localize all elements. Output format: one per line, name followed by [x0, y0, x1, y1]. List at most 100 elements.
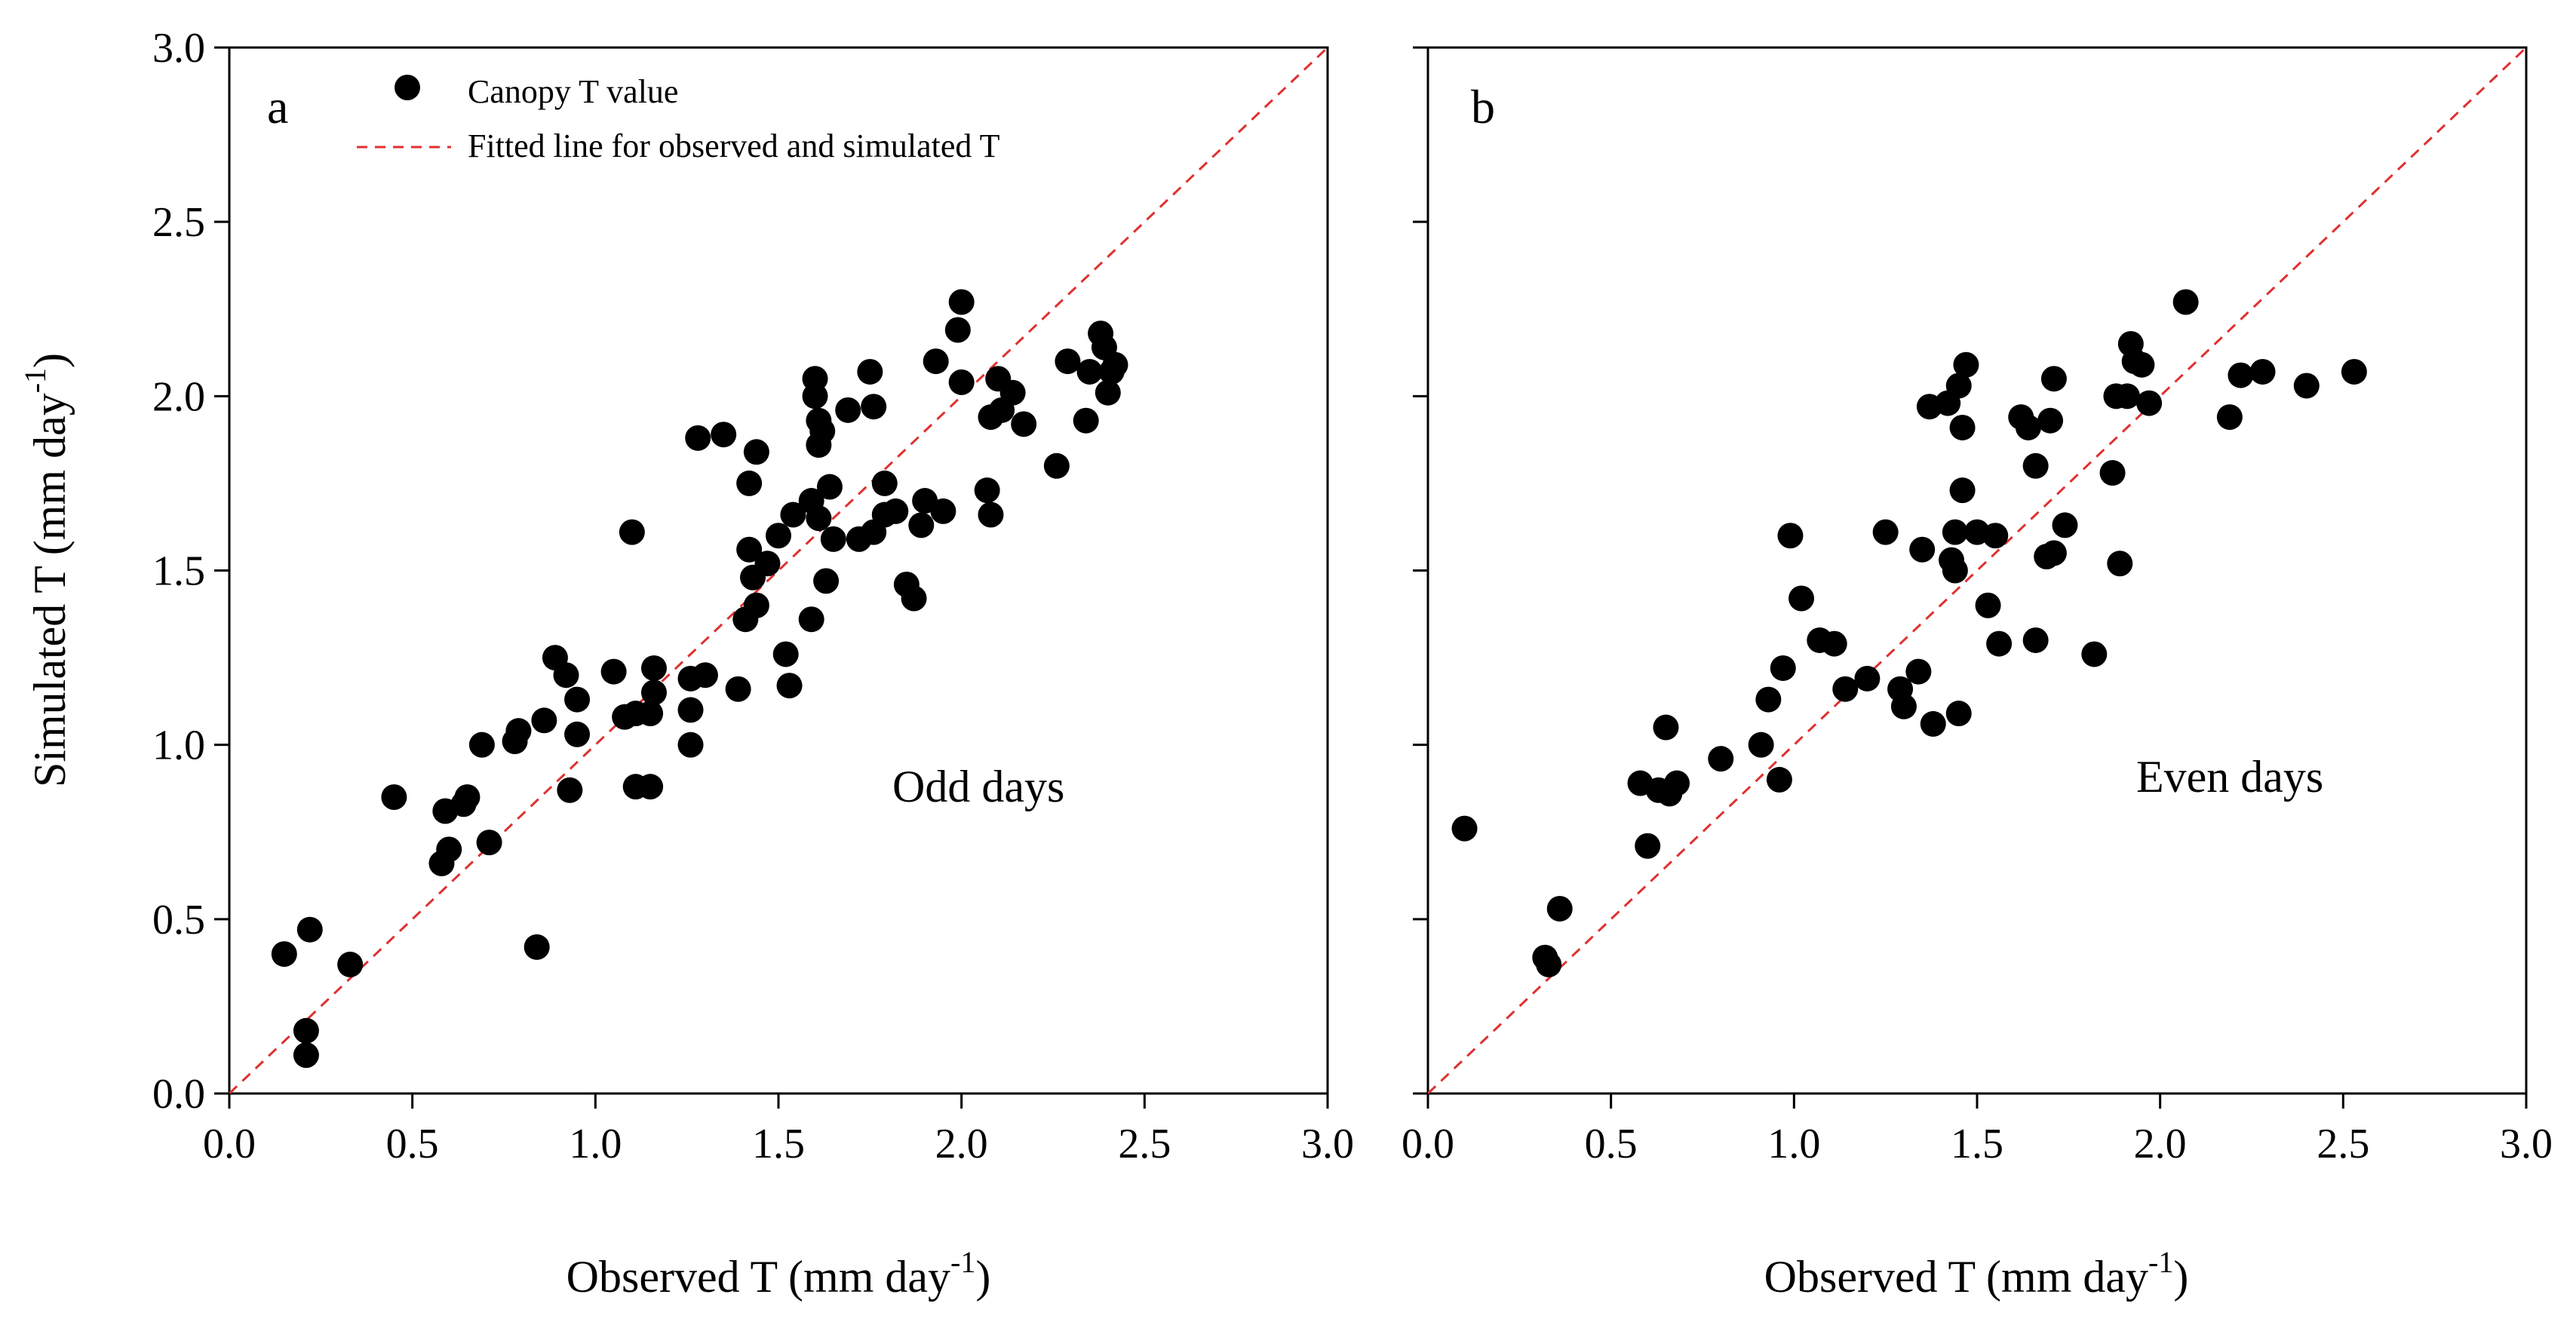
data-point — [2172, 289, 2199, 315]
data-point — [1872, 519, 1899, 545]
data-point — [1890, 693, 1917, 719]
data-point — [1055, 348, 1081, 375]
data-point — [1777, 523, 1804, 549]
data-point — [1942, 557, 1968, 584]
data-point — [1748, 732, 1774, 758]
panel-a-frame — [228, 46, 1329, 1095]
y-tick-label: 2.0 — [152, 373, 205, 420]
data-point — [468, 732, 495, 758]
data-point — [1011, 411, 1037, 437]
data-point — [820, 526, 846, 552]
data-point — [1821, 630, 1847, 657]
y-tick-label: 1.5 — [152, 548, 205, 595]
data-point — [944, 317, 971, 343]
legend-points-label: Canopy T value — [468, 73, 678, 110]
data-point — [1982, 523, 2009, 549]
data-point — [816, 474, 843, 500]
data-point — [1708, 746, 1734, 772]
data-point — [337, 951, 364, 977]
data-point — [754, 551, 781, 577]
data-point — [883, 498, 909, 524]
x-tick-label: 2.5 — [1118, 1121, 1171, 1167]
panel-b-x-ticks: 0.0 0.5 1.0 1.5 2.0 2.5 3.0 — [1402, 1093, 2553, 1167]
data-point — [813, 568, 840, 594]
data-point — [806, 505, 832, 532]
legend-point-marker — [395, 75, 420, 100]
data-point — [2099, 460, 2126, 486]
data-point — [1095, 379, 1121, 406]
data-point — [743, 439, 769, 465]
data-point — [948, 289, 975, 315]
legend-line-label: Fitted line for observed and simulated T — [468, 127, 1000, 164]
x-tick-label: 2.0 — [935, 1121, 988, 1167]
data-point — [523, 934, 550, 960]
data-point — [923, 348, 949, 375]
data-point — [2015, 414, 2041, 440]
data-point — [1766, 766, 1792, 793]
data-point — [637, 774, 664, 800]
data-point — [871, 470, 898, 496]
data-point — [2249, 358, 2276, 385]
data-point — [978, 502, 1004, 528]
panel-b-frame — [1426, 46, 2528, 1095]
y-tick-label: 1.0 — [152, 722, 205, 769]
data-point — [685, 425, 711, 451]
y-tick-label: 2.5 — [152, 199, 205, 246]
data-point — [861, 394, 887, 420]
data-point — [1536, 951, 1562, 977]
data-point — [1949, 477, 1976, 504]
data-point — [557, 777, 583, 803]
legend: Canopy T value Fitted line for observed … — [357, 73, 1000, 164]
data-point — [2040, 540, 2067, 566]
data-point — [1942, 519, 1968, 545]
data-point — [436, 836, 462, 863]
x-tick-label: 1.5 — [1951, 1121, 2003, 1167]
data-point — [743, 592, 769, 618]
data-point — [1102, 351, 1128, 378]
data-point — [640, 655, 667, 681]
y-tick-label: 0.5 — [152, 897, 205, 943]
data-point — [798, 606, 824, 633]
data-point — [1635, 833, 1661, 859]
data-point — [1949, 414, 1976, 440]
data-point — [736, 470, 763, 496]
x-tick-label: 1.0 — [569, 1121, 622, 1167]
data-point — [2040, 366, 2067, 392]
data-point — [809, 418, 836, 444]
data-point — [2022, 452, 2049, 479]
panel-a: 0.0 0.5 1.0 1.5 2.0 2.5 3.0 0.0 0.5 1.0 1.5 2.0 2.5… — [18, 25, 1354, 1302]
data-point — [505, 718, 532, 744]
data-point — [948, 369, 975, 395]
data-point — [1451, 815, 1478, 842]
data-point — [1770, 655, 1796, 681]
data-point — [1945, 373, 1972, 399]
panel-a-y-label: Simulated T (mm day-1) — [18, 353, 75, 787]
x-tick-label: 1.5 — [752, 1121, 805, 1167]
x-tick-label: 0.5 — [1585, 1121, 1638, 1167]
data-point — [2037, 407, 2064, 434]
x-tick-label: 3.0 — [1301, 1121, 1354, 1167]
data-point — [1832, 676, 1859, 702]
data-point — [725, 676, 751, 702]
x-tick-label: 3.0 — [2500, 1121, 2553, 1167]
panel-a-x-label: Observed T (mm day-1) — [566, 1245, 991, 1302]
panel-a-letter: a — [267, 80, 288, 133]
panel-a-points — [271, 289, 1128, 1069]
data-point — [564, 721, 591, 747]
data-point — [692, 662, 718, 689]
data-point — [640, 679, 667, 706]
data-point — [2228, 362, 2254, 388]
data-point — [293, 1017, 319, 1044]
data-point — [1986, 630, 2013, 657]
data-point — [2216, 404, 2243, 431]
data-point — [2022, 627, 2049, 653]
data-point — [974, 477, 1000, 504]
panel-b: 0.0 0.5 1.0 1.5 2.0 2.5 3.0 b Even days Observ… — [1402, 46, 2553, 1302]
data-point — [999, 379, 1026, 406]
data-point — [711, 422, 737, 448]
data-point — [1905, 658, 1932, 685]
data-point — [619, 519, 645, 545]
data-point — [766, 523, 791, 549]
data-point — [776, 673, 803, 699]
